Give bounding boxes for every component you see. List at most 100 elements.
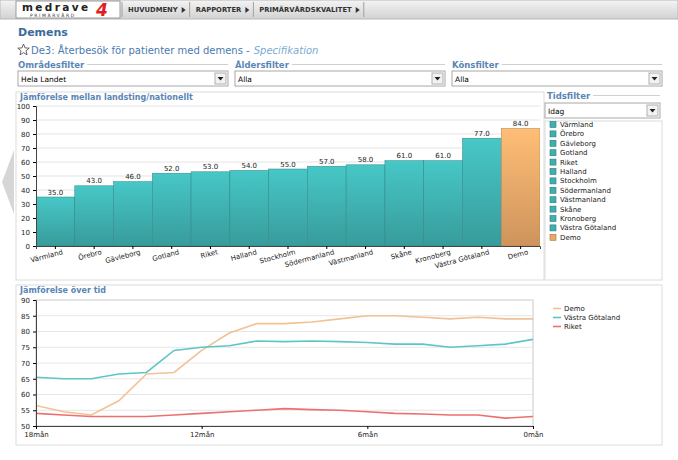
tick-mark — [132, 246, 133, 249]
nav-background — [0, 0, 678, 19]
legend-swatch — [550, 169, 556, 175]
data-label: 58.0 — [358, 156, 374, 164]
tick: Örebro — [77, 246, 103, 262]
grid — [36, 106, 540, 246]
select[interactable]: Idag — [545, 103, 660, 118]
tick: 75 — [21, 344, 36, 352]
tick-mark — [94, 246, 95, 249]
tick-label: 100 — [17, 103, 30, 111]
select[interactable]: Alla — [235, 71, 445, 86]
legend-swatch — [550, 216, 556, 222]
select-box — [18, 71, 228, 86]
data-label: 52.0 — [164, 165, 180, 173]
legend-swatch — [550, 197, 556, 203]
grid-line — [36, 363, 533, 364]
tick: 60 — [21, 159, 36, 167]
select[interactable]: Hela Landet — [18, 71, 228, 86]
tick-label: Södermanland — [284, 248, 335, 269]
legend-swatch — [550, 206, 556, 212]
axis-line — [37, 247, 541, 250]
logo-number: 4 — [95, 0, 108, 20]
tick-label: Demo — [507, 248, 529, 261]
select-value[interactable]: Idag — [548, 107, 565, 116]
tick: 60 — [21, 391, 36, 399]
tick-mark — [33, 218, 36, 219]
tick-mark — [36, 426, 37, 429]
tick: 70 — [21, 360, 36, 368]
tick-mark — [33, 410, 36, 411]
tick-mark — [33, 379, 36, 380]
tick-label: 60 — [21, 391, 30, 399]
data-label: 84.0 — [513, 120, 529, 128]
select-value[interactable]: Alla — [238, 75, 252, 84]
select-button — [649, 73, 660, 84]
data-label: 61.0 — [397, 152, 413, 160]
data-label: 53.0 — [203, 163, 219, 171]
tick-mark — [33, 332, 36, 333]
legend-label: Örebro — [560, 129, 584, 138]
tick: 0mån — [524, 426, 544, 439]
grid-line — [36, 410, 533, 411]
grid-line — [36, 331, 533, 332]
tick: Gotland — [151, 246, 180, 263]
select-arrow — [652, 77, 658, 81]
bar — [346, 165, 385, 246]
tick: Skåne — [390, 246, 413, 261]
tick: 30 — [21, 201, 36, 209]
tick-label: 6mån — [358, 430, 378, 439]
filter-label: Områdesfilter — [18, 60, 85, 70]
legend-label: Kronoberg — [560, 215, 596, 223]
legend-swatch — [550, 122, 556, 128]
tick-label: Örebro — [77, 247, 103, 262]
filter-label: Åldersfilter — [235, 60, 290, 70]
tick-mark — [33, 134, 36, 135]
select[interactable]: Alla — [452, 71, 662, 86]
side-arrow[interactable] — [2, 150, 14, 214]
tick-mark — [288, 246, 289, 249]
tick: 55 — [21, 407, 36, 415]
grid-line — [36, 134, 540, 135]
select-box — [545, 103, 660, 118]
data-label: 43.0 — [86, 177, 102, 185]
subtitle-link[interactable]: Specifikation — [254, 45, 319, 56]
select-button — [215, 73, 226, 84]
data-label: 35.0 — [48, 189, 64, 197]
legend-swatch — [553, 308, 561, 310]
tick-label: 70 — [21, 145, 30, 153]
select-arrow — [650, 109, 656, 113]
menu-separator — [253, 2, 254, 17]
menu-item[interactable]: HUVUDMENY — [128, 6, 178, 14]
select-value[interactable]: Hela Landet — [21, 75, 66, 84]
tick-mark — [33, 162, 36, 163]
line — [36, 316, 533, 415]
bar — [152, 173, 191, 246]
line — [36, 409, 533, 418]
tick-label: 20 — [21, 215, 30, 223]
tick-mark — [33, 347, 36, 348]
tick-mark — [33, 204, 36, 205]
logo-text: medrave — [22, 1, 91, 13]
tick-mark — [404, 246, 405, 249]
tick: 0 — [26, 243, 36, 251]
page-subtitle: De3: Återbesök för patienter med demens … — [31, 44, 318, 56]
tick-label: Skåne — [390, 247, 413, 261]
filter-rule — [292, 64, 445, 65]
menu-item[interactable]: PRIMÄRVÅRDSKVALITET — [259, 5, 352, 14]
bar — [462, 138, 501, 246]
select-value[interactable]: Alla — [455, 75, 469, 84]
bar — [114, 182, 153, 246]
page-title: Demens — [18, 26, 68, 39]
tick: 80 — [21, 328, 36, 336]
favorite-star[interactable] — [18, 44, 29, 55]
bar — [307, 166, 346, 246]
menu-arrow — [182, 7, 186, 13]
tick-label: 10 — [21, 229, 30, 237]
bar — [230, 170, 269, 246]
tick-mark — [367, 426, 368, 429]
tick-label: 85 — [21, 312, 30, 320]
menu-item[interactable]: RAPPORTER — [196, 6, 242, 14]
tick: Värmland — [30, 246, 64, 265]
tick: 18mån — [24, 426, 48, 439]
tick-label: 50 — [21, 173, 30, 181]
legend-label: Riket — [560, 159, 578, 167]
